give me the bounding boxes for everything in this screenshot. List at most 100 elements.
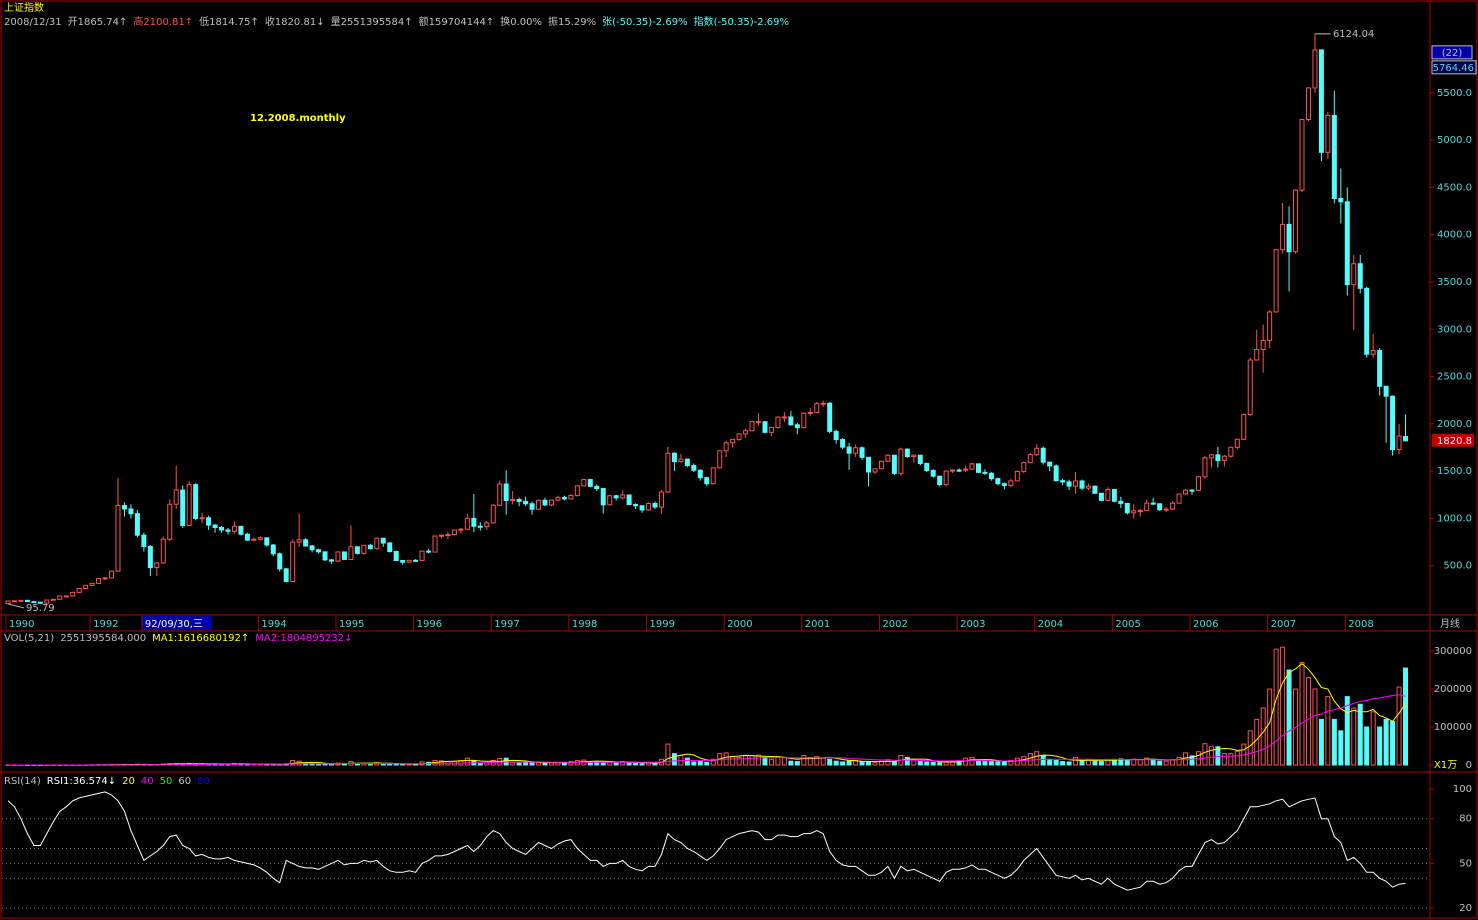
candle-body [665,452,671,493]
candle-body [963,468,969,471]
candle-body [212,524,218,529]
x-tick-label: 1999 [650,619,675,630]
info-bar-item: 额159704144↑ [419,15,495,28]
candle-body [833,430,839,441]
volume-bar [1331,718,1337,766]
candle-body [1338,197,1344,203]
y-tick-label: 100000 [1434,722,1472,733]
candle-body [503,483,509,501]
volume-bar [1144,757,1150,766]
volume-bar [1124,759,1130,766]
volume-bar [924,761,930,766]
candle-body [83,584,89,590]
volume-bar [1344,696,1350,766]
candle-body [587,479,593,487]
candle-body [173,489,179,505]
x-tick-label: 2001 [805,619,830,630]
candle-body [316,549,322,553]
candle-body [943,470,949,486]
candle-body [646,502,652,511]
candle-body [63,595,69,598]
candle-body [1195,476,1201,491]
candle-body [710,467,716,485]
candle-body [1014,470,1020,482]
candle-body [1176,493,1182,504]
candle-body [730,438,736,444]
candle-body [1021,462,1027,472]
volume-bar [1351,707,1357,766]
candle-body [1312,49,1318,89]
candle-body [548,499,554,506]
candle-body [335,551,341,562]
candle-body [950,469,956,472]
volume-bar [1221,753,1227,766]
candle-body [5,600,11,605]
volume-bar [846,760,852,766]
info-bar: 2008/12/31 开1865.74↑ 高2100.81↑ 低1814.75↑ 收18… [4,15,789,28]
y-tick-label: 3500.0 [1437,277,1472,288]
info-bar-item: 换0.00% [500,15,542,28]
volume-bar [1157,760,1163,766]
candle-body [658,491,664,508]
info-bar-item: 收1820.81↓ [265,15,325,28]
candle-body [853,447,859,454]
volume-bar [561,762,567,766]
volume-bar [840,761,846,766]
volume-bar [1318,718,1324,766]
y-tick-label: 2500.0 [1437,372,1472,383]
y-tick-label: 80 [1459,814,1472,825]
volume-bar [988,761,994,766]
volume-bar [691,761,697,766]
volume-bar [768,758,774,766]
volume-bar [872,762,878,766]
candle-body [736,433,742,440]
candle-body [303,539,309,547]
volume-bar [1079,759,1085,766]
y-tick-label: 1000.0 [1437,513,1472,524]
volume-bar [1247,730,1253,766]
candle-body [1267,311,1273,342]
candle-body [121,504,127,510]
candle-body [1241,413,1247,440]
candle-body [1150,502,1156,505]
candle-body [872,468,878,473]
candle-body [652,502,658,508]
volume-bar [781,757,787,766]
candle-body [167,503,173,540]
candle-body [1001,483,1007,486]
last-price: 1820.8 [1437,436,1472,447]
candle-body [1247,359,1253,415]
volume-bar [859,761,865,766]
x-tick-label: 1995 [339,619,364,630]
candle-body [937,475,943,486]
volume-bar [510,761,516,766]
candle-body [57,595,63,600]
candle-body [277,553,283,570]
candle-body [50,598,56,601]
candle-body [1098,492,1104,501]
volume-bar [633,762,639,766]
candle-body [536,499,542,510]
leader-line [7,603,25,609]
candle-body [814,403,820,414]
candle-body [24,599,30,603]
volume-bar [891,761,897,766]
candle-body [31,601,37,604]
period-label: 月线 [1440,617,1460,630]
rsi-level-label: 20 [122,776,135,787]
candle-body [801,412,807,429]
y-tick-label: 0 [1466,760,1472,771]
x-tick-label: 2005 [1115,619,1140,630]
candle-body [270,544,276,555]
candle-body [1034,447,1040,456]
volume-bar [477,762,483,766]
volume-header-item: VOL(5,21) [4,633,54,644]
candle-body [594,485,600,490]
candle-body [898,448,904,474]
volume-bar [697,761,703,766]
candle-body [574,485,580,496]
volume-bar [1312,688,1318,766]
volume-bar [1189,755,1195,766]
candle-body [607,495,613,506]
